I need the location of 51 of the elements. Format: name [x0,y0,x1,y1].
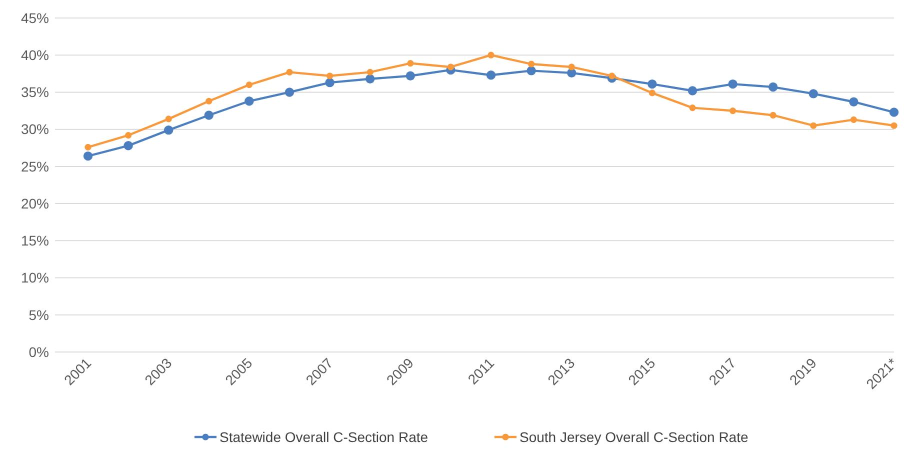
point [488,52,494,58]
point [206,98,212,104]
point [730,107,736,114]
legend-label: Statewide Overall C-Section Rate [220,428,428,445]
point [808,89,818,98]
point [890,122,898,129]
y-tick-label: 25% [20,158,49,174]
point [366,68,374,76]
y-tick-label: 30% [20,121,49,138]
point [246,82,252,88]
point [164,125,174,135]
point [447,64,454,70]
point [124,141,133,150]
point [84,144,92,150]
point [325,78,334,88]
legend-label: South Jersey Overall C-Section Rate [520,428,748,445]
y-tick-label: 35% [20,84,49,100]
point [688,86,698,96]
point [528,60,535,68]
point [648,90,656,96]
point [568,64,575,70]
point [850,116,857,123]
point [83,151,93,161]
point [286,68,293,76]
y-tick-label: 0% [28,344,49,360]
point [125,132,132,139]
point [770,112,776,119]
y-tick-label: 40% [20,47,49,64]
point [407,60,414,67]
y-tick-label: 45% [20,10,49,26]
point [768,82,778,92]
y-tick-label: 10% [20,270,49,286]
y-tick-label: 15% [20,232,49,249]
point [849,97,858,106]
point [284,88,294,97]
point [326,72,334,80]
point [366,74,375,84]
point [486,70,496,80]
point [889,108,899,117]
point [526,66,536,76]
y-tick-label: 5% [28,306,49,323]
point [810,122,817,129]
point [728,79,738,89]
y-tick-label: 20% [20,195,49,212]
point [204,110,214,120]
point [165,116,172,122]
point [648,79,657,89]
point [406,71,415,80]
point [689,104,696,112]
point [244,96,254,106]
point [608,72,616,80]
